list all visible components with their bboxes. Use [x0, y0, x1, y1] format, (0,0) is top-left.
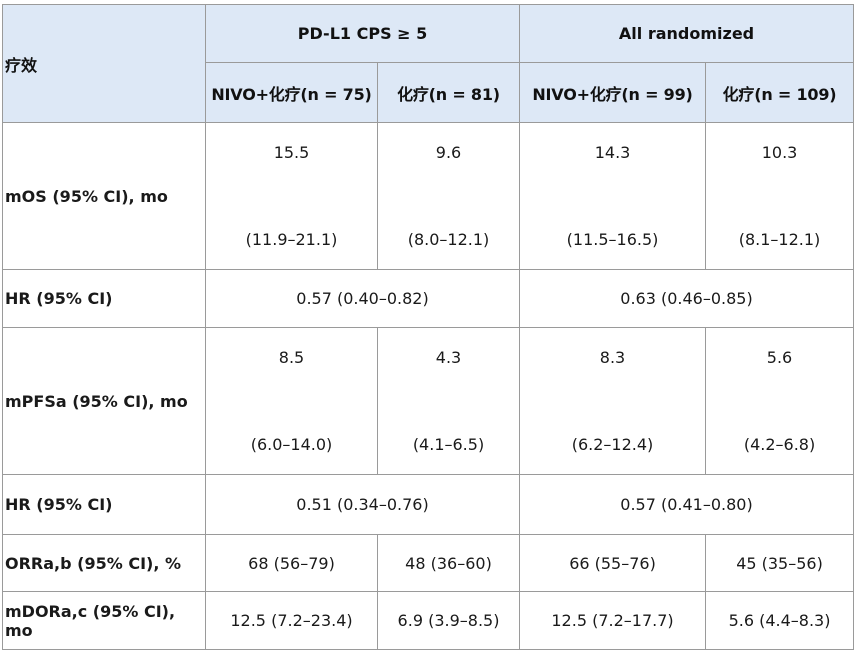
cell-mpfs-1: 4.3 (4.1–6.5) [376, 327, 521, 475]
header-row-2: NIVO+化疗(n = 75) 化疗(n = 81) NIVO+化疗(n = 9… [3, 62, 855, 123]
cell-mos-3: 10.3 (8.1–12.1) [705, 122, 855, 270]
row-label-header: 疗效 [2, 4, 206, 123]
cell-mdor-0: 12.5 (7.2–23.4) [205, 591, 378, 650]
subheader-chemo-all: 化疗(n = 109) [705, 62, 855, 123]
value-mos-3: 10.3 [761, 143, 798, 162]
value-mos-0: 15.5 [273, 143, 310, 162]
cell-mpfs-2: 8.3 (6.2–12.4) [519, 327, 707, 475]
ci-mos-2: (11.5–16.5) [566, 230, 659, 249]
cell-hr-os-cps5: 0.57 (0.40–0.82) [204, 269, 521, 328]
group-header-all-randomized: All randomized [519, 4, 855, 63]
row-label-hr-os: HR (95% CI) [2, 269, 206, 328]
ci-mos-3: (8.1–12.1) [738, 230, 821, 249]
subheader-nivo-chemo-all: NIVO+化疗(n = 99) [519, 62, 707, 123]
row-label-mos: mOS (95% CI), mo [2, 122, 206, 270]
cell-orr-1: 48 (36–60) [376, 534, 521, 592]
group-header-cps5: PD-L1 CPS ≥ 5 [204, 4, 521, 63]
table-row-mpfs: mPFSa (95% CI), mo 8.5 (6.0–14.0) 4.3 (4… [2, 327, 855, 475]
cell-orr-3: 45 (35–56) [705, 534, 855, 592]
ci-mos-0: (11.9–21.1) [245, 230, 338, 249]
value-mpfs-0: 8.5 [278, 348, 305, 367]
cell-mpfs-3: 5.6 (4.2–6.8) [705, 327, 855, 475]
cell-mos-2: 14.3 (11.5–16.5) [519, 122, 707, 270]
cell-orr-2: 66 (55–76) [519, 534, 707, 592]
row-label-mdor: mDORa,c (95% CI), mo [2, 591, 206, 650]
cell-mpfs-0: 8.5 (6.0–14.0) [205, 327, 378, 475]
subheader-nivo-chemo-cps5: NIVO+化疗(n = 75) [205, 62, 378, 123]
value-mpfs-3: 5.6 [766, 348, 793, 367]
ci-mpfs-2: (6.2–12.4) [571, 435, 654, 454]
cell-mos-1: 9.6 (8.0–12.1) [376, 122, 521, 270]
ci-mpfs-1: (4.1–6.5) [412, 435, 485, 454]
table-row-orr: ORRa,b (95% CI), % 68 (56–79) 48 (36–60)… [2, 534, 855, 592]
row-label-hr-pfs: HR (95% CI) [2, 474, 206, 535]
value-mpfs-1: 4.3 [435, 348, 462, 367]
table-row-mos: mOS (95% CI), mo 15.5 (11.9–21.1) 9.6 (8… [2, 122, 855, 270]
row-label-mpfs: mPFSa (95% CI), mo [2, 327, 206, 475]
ci-mpfs-3: (4.2–6.8) [743, 435, 816, 454]
cell-hr-pfs-cps5: 0.51 (0.34–0.76) [204, 474, 521, 535]
cell-mdor-3: 5.6 (4.4–8.3) [705, 591, 855, 650]
value-mos-2: 14.3 [594, 143, 631, 162]
value-mos-1: 9.6 [435, 143, 462, 162]
subheader-chemo-cps5: 化疗(n = 81) [376, 62, 521, 123]
table-row-hr-pfs: HR (95% CI) 0.51 (0.34–0.76) 0.57 (0.41–… [2, 474, 855, 535]
value-mpfs-2: 8.3 [599, 348, 626, 367]
cell-hr-pfs-all: 0.57 (0.41–0.80) [519, 474, 855, 535]
ci-mpfs-0: (6.0–14.0) [250, 435, 333, 454]
row-label-orr: ORRa,b (95% CI), % [2, 534, 206, 592]
header-row-1: 疗效 PD-L1 CPS ≥ 5 All randomized [2, 4, 855, 123]
cell-mos-0: 15.5 (11.9–21.1) [205, 122, 378, 270]
ci-mos-1: (8.0–12.1) [407, 230, 490, 249]
cell-hr-os-all: 0.63 (0.46–0.85) [519, 269, 855, 328]
cell-orr-0: 68 (56–79) [205, 534, 378, 592]
efficacy-table: 疗效 PD-L1 CPS ≥ 5 All randomized NIVO+化疗(… [2, 4, 855, 650]
table-row-mdor: mDORa,c (95% CI), mo 12.5 (7.2–23.4) 6.9… [2, 591, 855, 650]
cell-mdor-1: 6.9 (3.9–8.5) [376, 591, 521, 650]
table-row-hr-os: HR (95% CI) 0.57 (0.40–0.82) 0.63 (0.46–… [2, 269, 855, 328]
cell-mdor-2: 12.5 (7.2–17.7) [519, 591, 707, 650]
